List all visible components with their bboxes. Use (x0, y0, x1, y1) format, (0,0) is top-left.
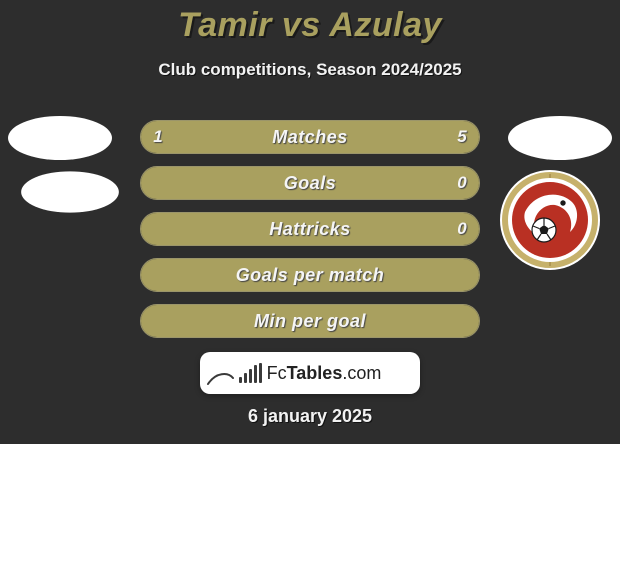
left-badge-2 (21, 169, 119, 214)
bar-pill (140, 120, 480, 154)
bar-row-matches: Matches 1 5 (140, 120, 480, 154)
brand-card: FcTables.com (200, 352, 420, 394)
bar-fill-right (140, 305, 479, 337)
swoosh-icon (206, 372, 234, 386)
oval-placeholder-icon (21, 171, 119, 212)
bar-row-goals: Goals 0 (140, 166, 480, 200)
brand-text-bold: Tables (287, 363, 343, 383)
bar-pill (140, 166, 480, 200)
right-badge-1 (508, 114, 612, 162)
club-crest-icon (500, 170, 600, 270)
bar-fill-right (140, 259, 479, 291)
brand-text-light: Fc (267, 363, 287, 383)
stat-bars: Matches 1 5 Goals 0 Hattricks 0 (140, 120, 480, 350)
bar-pill (140, 212, 480, 246)
bar-row-goals-per-match: Goals per match (140, 258, 480, 292)
brand-text: FcTables.com (267, 363, 382, 384)
bar-fill-right (140, 167, 479, 199)
brand-content: FcTables.com (239, 363, 382, 384)
bar-pill (140, 258, 480, 292)
brand-text-suffix: .com (342, 363, 381, 383)
subtitle: Club competitions, Season 2024/2025 (0, 60, 620, 80)
bar-row-min-per-goal: Min per goal (140, 304, 480, 338)
page-title: Tamir vs Azulay (0, 6, 620, 45)
left-badge-1 (8, 114, 112, 162)
oval-placeholder-icon (508, 116, 612, 160)
update-date: 6 january 2025 (0, 406, 620, 427)
club-badge-right (500, 170, 600, 270)
bar-pill (140, 304, 480, 338)
oval-placeholder-icon (8, 116, 112, 160)
bar-fill-right (140, 213, 479, 245)
bar-fill-left (141, 121, 198, 153)
bar-fill-right (196, 121, 479, 153)
bar-row-hattricks: Hattricks 0 (140, 212, 480, 246)
bars-icon (239, 363, 263, 383)
